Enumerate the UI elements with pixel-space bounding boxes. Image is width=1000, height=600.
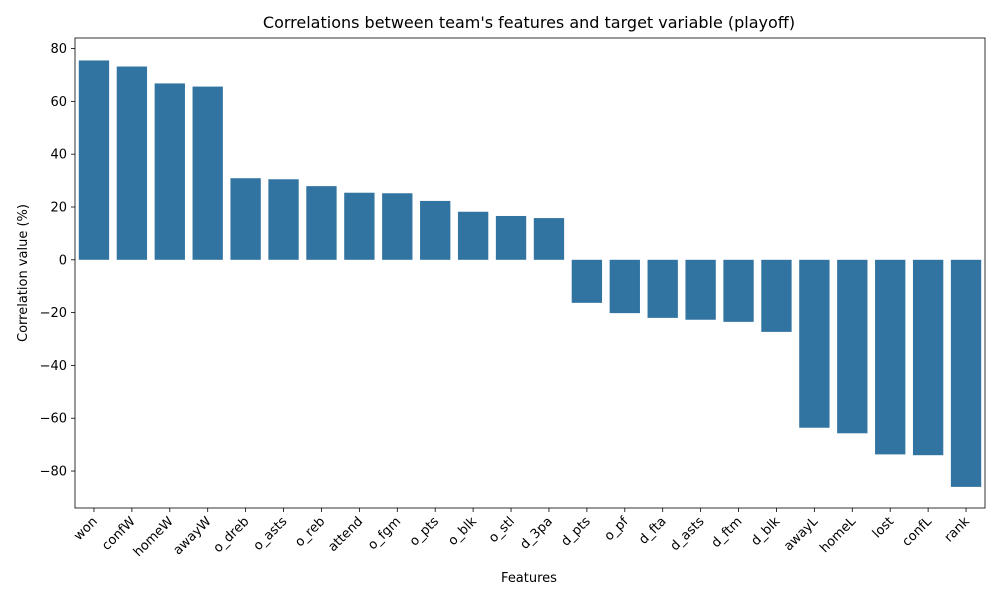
y-ticks-layer: −80 −60 −40 −20 0 20 40 60 80 (40, 42, 75, 480)
y-tick-label: −80 (40, 465, 67, 480)
bar-confL (912, 259, 944, 456)
x-tick-label-o_asts: o_asts (251, 514, 291, 554)
x-tick-label-d_pts: d_pts (558, 514, 593, 549)
x-tick-label-d_ftm: d_ftm (709, 514, 746, 551)
y-tick-label: −20 (40, 306, 67, 321)
bar-o_pts (420, 200, 451, 260)
plot-frame (74, 37, 986, 509)
x-tick-label-d_asts: d_asts (668, 514, 708, 554)
bar-o_pf (609, 259, 640, 314)
bar-awayL (799, 259, 830, 428)
bar-o_dreb (230, 178, 261, 260)
bar-d_3pa (533, 218, 565, 260)
bar-d_pts (571, 259, 603, 303)
y-tick-label: 40 (50, 148, 67, 163)
bar-won (78, 60, 110, 260)
x-tick-label-d_3pa: d_3pa (517, 514, 555, 552)
bar-o_asts (268, 179, 299, 260)
bar-d_blk (761, 259, 792, 332)
y-axis-label: Correlation value (%) (16, 204, 31, 342)
x-tick-label-awayL: awayL (781, 514, 821, 554)
x-tick-label-confL: confL (899, 514, 935, 550)
x-tick-label-o_dreb: o_dreb (211, 514, 253, 556)
x-tick-label-o_stl: o_stl (486, 514, 518, 546)
x-tick-label-o_fgm: o_fgm (365, 514, 404, 553)
bar-homeL (837, 259, 868, 434)
bar-o_blk (457, 211, 489, 260)
x-tick-label-d_blk: d_blk (749, 514, 784, 549)
x-tick-label-homeW: homeW (131, 514, 177, 560)
y-tick-label: −40 (40, 359, 67, 374)
x-tick-label-rank: rank (942, 514, 974, 546)
bar-confW (116, 66, 148, 260)
x-tick-label-awayW: awayW (171, 514, 215, 558)
bar-d_fta (647, 259, 678, 318)
x-tick-label-o_reb: o_reb (292, 514, 328, 550)
bars-layer (78, 60, 982, 487)
x-tick-label-d_fta: d_fta (636, 514, 669, 547)
y-tick-label: 60 (50, 95, 67, 110)
bar-lost (875, 259, 906, 455)
y-tick-label: −60 (40, 412, 67, 427)
x-tick-label-lost: lost (870, 514, 897, 541)
x-tick-label-o_pf: o_pf (602, 514, 632, 544)
y-tick-label: 20 (50, 200, 67, 215)
x-tick-label-o_pts: o_pts (407, 514, 442, 549)
bar-d_asts (685, 259, 716, 320)
chart-title: Correlations between team's features and… (263, 13, 795, 32)
x-tick-label-won: won (71, 514, 101, 544)
bar-homeW (154, 83, 185, 260)
x-tick-label-o_blk: o_blk (445, 514, 480, 549)
x-axis-label: Features (501, 571, 557, 586)
bar-rank (950, 259, 982, 487)
bar-d_ftm (723, 259, 754, 322)
bar-o_fgm (382, 193, 413, 260)
bar-awayW (192, 86, 223, 260)
bar-o_stl (495, 215, 527, 260)
x-tick-label-attend: attend (325, 514, 366, 555)
x-tick-label-homeL: homeL (817, 514, 859, 556)
y-tick-label: 80 (50, 42, 67, 57)
bar-attend (344, 192, 375, 260)
bar-o_reb (306, 186, 337, 260)
y-tick-label: 0 (59, 253, 67, 268)
